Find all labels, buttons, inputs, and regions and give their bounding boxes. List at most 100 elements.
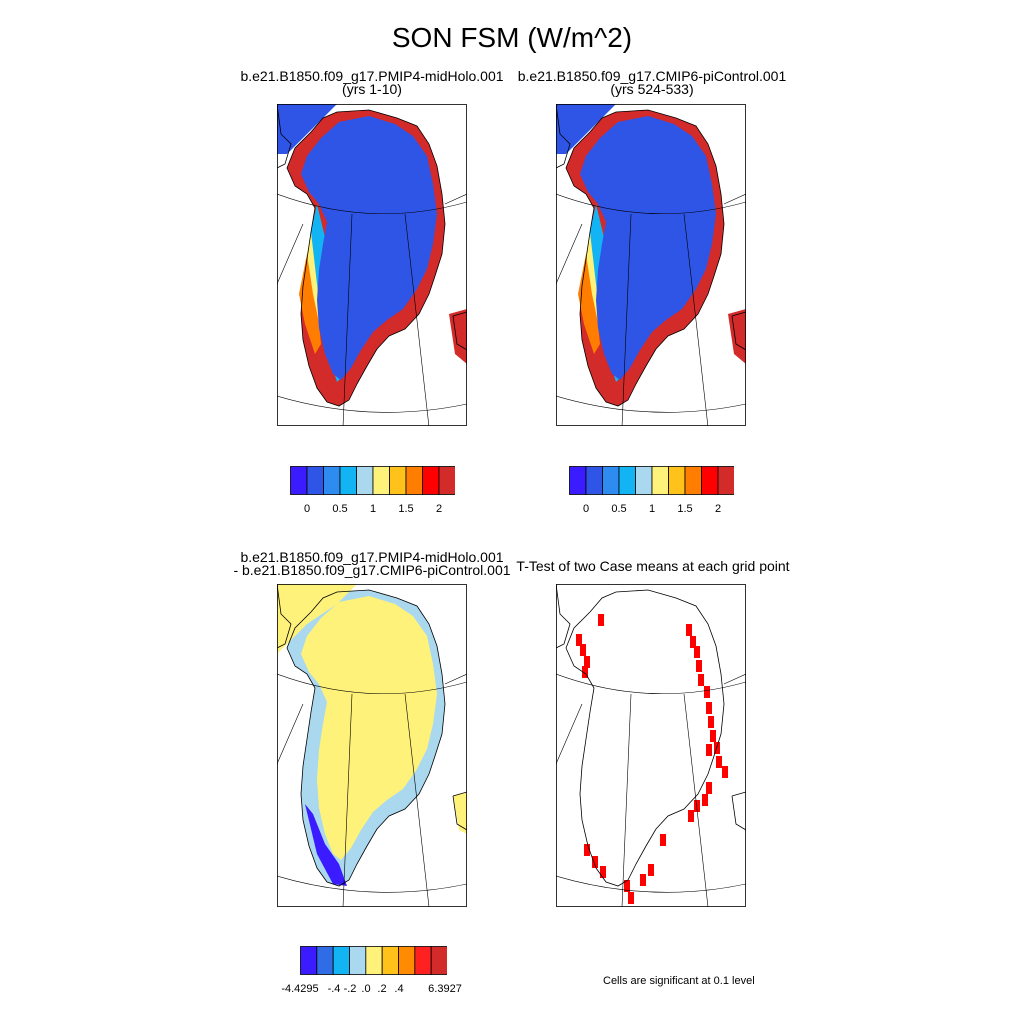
significant-cell <box>660 834 666 846</box>
ice-sheet-low-values <box>580 116 716 380</box>
panel1-title-line1: b.e21.B1850.f09_g17.PMIP4-midHolo.001 <box>240 68 504 84</box>
significant-cell <box>686 624 692 636</box>
longitude-line <box>277 223 304 285</box>
panel1-title-line2: (yrs 1-10) <box>342 81 402 97</box>
colorbar-bottom-swatch <box>381 946 399 975</box>
significant-cell <box>628 892 634 904</box>
panel2-map <box>556 104 746 426</box>
colorbar-top-right-swatch <box>569 466 587 495</box>
coastline-ellesmere <box>277 584 292 649</box>
panel2-title-line1: b.e21.B1850.f09_g17.CMIP6-piControl.001 <box>517 68 787 84</box>
significant-cell <box>580 644 586 656</box>
coastline <box>565 589 725 887</box>
ellesmere-region <box>556 104 616 154</box>
longitude-line <box>683 693 709 907</box>
coastline-ellesmere <box>556 104 571 169</box>
colorbar-bottom-tick-label: -.4 <box>327 983 341 995</box>
colorbar-top-right-labels: 0 0.5 1 1.5 2 <box>569 503 734 517</box>
latitude-line <box>556 875 746 893</box>
significant-cell <box>704 686 710 698</box>
coastline-ellesmere <box>556 584 571 649</box>
longitude-line <box>723 673 746 685</box>
panel3-title: b.e21.B1850.f09_g17.PMIP4-midHolo.001 - … <box>232 550 512 578</box>
colorbar-top-left-tick-label: 0.5 <box>332 503 348 515</box>
colorbar-top-left-swatch <box>438 466 455 495</box>
colorbar-top-left-swatch <box>372 466 390 495</box>
ice-sheet-low-values <box>301 116 437 380</box>
map-frame <box>556 584 746 907</box>
iceland-region <box>449 309 467 364</box>
colorbar-bottom-swatch <box>430 946 447 975</box>
colorbar-top-right-swatch <box>684 466 702 495</box>
longitude-line <box>342 693 353 907</box>
coastline-iceland <box>731 791 746 831</box>
colorbar-top-left-swatch <box>389 466 407 495</box>
colorbar-bottom-swatch <box>414 946 432 975</box>
significant-cell <box>690 636 696 648</box>
significant-cell <box>640 874 646 886</box>
significant-cell <box>706 744 712 756</box>
significant-cell <box>688 810 694 822</box>
latitude-line <box>556 395 746 413</box>
latitude-line <box>556 673 746 694</box>
colorbar-bottom-tick-label: -4.4295 <box>281 983 319 995</box>
colorbar-top-right-swatch <box>651 466 669 495</box>
significant-cell <box>706 782 712 794</box>
significant-cell <box>706 702 712 714</box>
colorbar-top-left-swatch <box>323 466 341 495</box>
longitude-line <box>342 213 353 426</box>
significant-cell <box>702 794 708 806</box>
significant-cell <box>710 730 716 742</box>
colorbar-top-left-tick-label: 1.5 <box>398 503 414 515</box>
significant-cell <box>708 716 714 728</box>
iceland-region <box>453 792 467 834</box>
significant-cell <box>648 864 654 876</box>
longitude-line <box>556 223 583 285</box>
colorbar-top-left-swatch <box>422 466 440 495</box>
colorbar-top-right-tick-label: 0 <box>582 503 590 515</box>
iceland-region <box>728 309 746 364</box>
colorbar-top-left-tick-label: 0 <box>303 503 311 515</box>
longitude-line <box>723 193 746 205</box>
significant-cell <box>694 800 700 812</box>
panel3-title-line2: - b.e21.B1850.f09_g17.CMIP6-piControl.00… <box>233 562 511 578</box>
longitude-line <box>404 693 430 907</box>
significant-cell <box>696 660 702 672</box>
longitude-line <box>621 693 632 907</box>
coastline-iceland <box>452 311 467 351</box>
significant-cell <box>584 844 590 856</box>
colorbar-top-right-tick-label: 1.5 <box>677 503 693 515</box>
significant-cell <box>716 756 722 768</box>
coastline <box>565 109 725 407</box>
colorbar-top-right-swatch <box>668 466 686 495</box>
coastline-ellesmere <box>277 104 292 169</box>
latitude-line <box>277 673 467 694</box>
colorbar-top-right <box>569 466 734 495</box>
panel2-title: b.e21.B1850.f09_g17.CMIP6-piControl.001 … <box>512 68 792 97</box>
colorbar-bottom-tick-label: .2 <box>377 983 387 995</box>
significant-cell <box>698 674 704 686</box>
colorbar-top-left-swatch <box>405 466 423 495</box>
significant-cell <box>722 766 728 778</box>
colorbar-top-right-swatch <box>635 466 653 495</box>
ellesmere-region <box>277 584 357 654</box>
colorbar-bottom-tick-label: -.2 <box>343 983 357 995</box>
significant-cell <box>694 646 700 658</box>
ice-sheet-near-zero <box>301 596 437 860</box>
panel3-map <box>277 584 467 907</box>
longitude-line <box>277 703 304 765</box>
colorbar-bottom-swatch <box>349 946 367 975</box>
colorbar-top-right-swatch <box>701 466 719 495</box>
latitude-line <box>277 395 467 413</box>
latitude-line <box>277 875 467 893</box>
panel4-map <box>556 584 746 907</box>
figure-title: SON FSM (W/m^2) <box>391 22 633 53</box>
panel2-title-line2: (yrs 524-533) <box>610 81 694 97</box>
panel1-map <box>277 104 467 426</box>
map-frame <box>277 584 467 907</box>
colorbar-bottom-tick-label: 6.3927 <box>428 983 462 995</box>
significant-cell <box>584 656 590 668</box>
significant-cell <box>598 614 604 626</box>
map-frame <box>277 104 467 426</box>
colorbar-bottom-swatch <box>332 946 350 975</box>
